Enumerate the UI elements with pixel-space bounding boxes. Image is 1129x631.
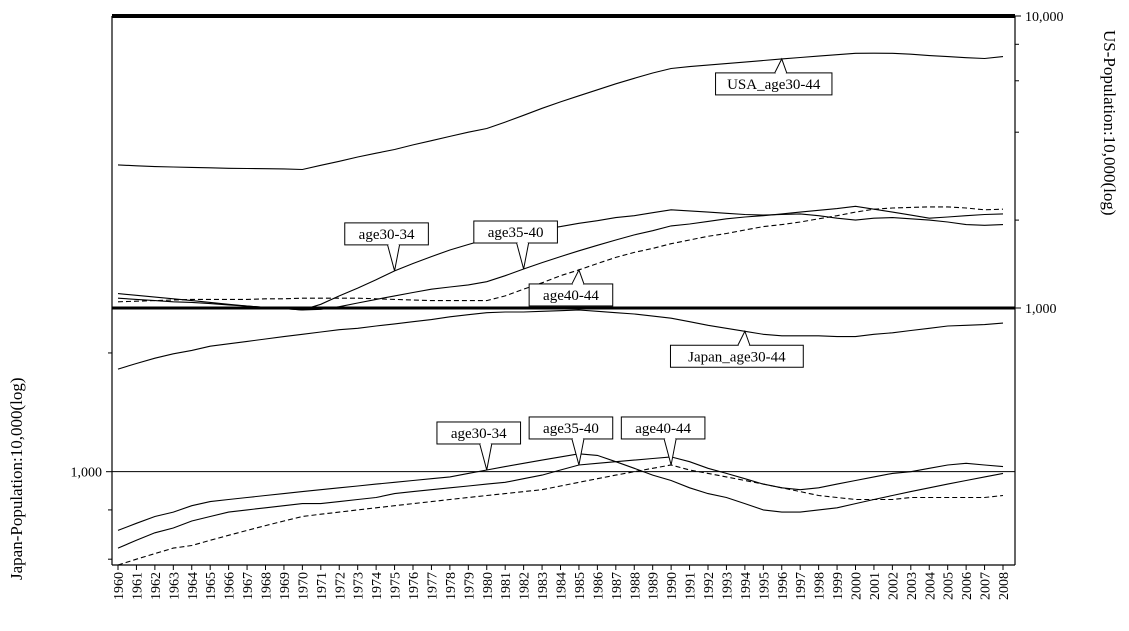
x-tick-label-1997: 1997 [794, 572, 809, 600]
x-tick-label-1976: 1976 [407, 572, 422, 600]
x-tick-label-1981: 1981 [499, 572, 514, 600]
x-tick-label-1998: 1998 [813, 572, 828, 600]
series-line-japan-3 [117, 464, 1004, 566]
callout-pointer-japan-1 [479, 443, 493, 471]
x-tick-label-1969: 1969 [278, 572, 293, 600]
x-tick-label-1971: 1971 [315, 572, 330, 600]
callout-pointer-japan-2 [571, 438, 585, 466]
x-tick-label-1989: 1989 [647, 572, 662, 600]
callout-pointer-usa-3 [571, 268, 585, 285]
x-tick-label-2003: 2003 [905, 572, 920, 600]
y-tick-label-japan-0: 1,000 [71, 466, 103, 481]
x-tick-label-2007: 2007 [979, 572, 994, 600]
x-tick-label-1977: 1977 [425, 572, 440, 600]
callout-label-japan-0: Japan_age30-44 [688, 349, 786, 365]
x-tick-label-1960: 1960 [112, 572, 127, 600]
x-tick-label-2006: 2006 [960, 572, 975, 600]
callout-pointer-japan-3 [663, 438, 677, 466]
plot-frames [111, 14, 1016, 566]
x-tick-label-1966: 1966 [223, 572, 238, 600]
y-axis-title-japan: Japan-Population:10,000(log) [7, 377, 26, 580]
y-tick-label-usa-1: 1,000 [1025, 302, 1057, 317]
callout-box-usa-2 [473, 220, 558, 244]
y-tick-label-usa-0: 10,000 [1025, 10, 1064, 25]
x-tick-label-1984: 1984 [555, 572, 570, 600]
x-tick-label-1996: 1996 [776, 572, 791, 600]
callout-box-japan-3 [620, 416, 706, 440]
callout-box-japan-2 [528, 416, 614, 440]
x-tick-label-1961: 1961 [130, 572, 145, 600]
callout-usa-1: age30-34 [344, 222, 429, 272]
x-tick-label-1993: 1993 [720, 572, 735, 600]
series-callouts: USA_age30-44 age30-34 age35-40 age40-44 Japa… [344, 57, 833, 471]
callout-box-japan-1 [436, 421, 522, 445]
x-tick-label-2005: 2005 [942, 572, 957, 600]
y-axis-title-usa: US-Population:10,000(log) [1100, 30, 1119, 216]
x-tick-label-1985: 1985 [573, 572, 588, 600]
callout-label-usa-2: age35-40 [488, 225, 544, 241]
x-tick-label-1992: 1992 [702, 572, 717, 600]
callout-pointer-usa-1 [387, 244, 401, 272]
callout-pointer-usa-0 [774, 57, 788, 74]
x-tick-label-1972: 1972 [333, 572, 348, 600]
x-tick-label-2008: 2008 [997, 572, 1012, 600]
x-tick-label-1991: 1991 [684, 572, 699, 600]
x-tick-label-1974: 1974 [370, 572, 385, 600]
x-tick-label-1995: 1995 [757, 572, 772, 600]
x-tick-label-1980: 1980 [481, 572, 496, 600]
callout-box-usa-0 [715, 72, 833, 96]
callout-usa-3: age40-44 [528, 268, 614, 307]
callout-japan-0: Japan_age30-44 [669, 329, 804, 368]
callout-japan-3: age40-44 [620, 416, 706, 466]
callout-box-usa-1 [344, 222, 429, 246]
x-tick-label-2004: 2004 [923, 572, 938, 600]
callout-label-japan-1: age30-34 [451, 426, 507, 442]
x-tick-label-1975: 1975 [389, 572, 404, 600]
x-tick-label-1963: 1963 [167, 572, 182, 600]
x-tick-label-2002: 2002 [886, 572, 901, 600]
x-tick-label-1970: 1970 [296, 572, 311, 600]
series-line-japan-2 [117, 456, 1004, 549]
x-tick-label-2000: 2000 [850, 572, 865, 600]
x-tick-label-1990: 1990 [665, 572, 680, 600]
x-tick-label-1973: 1973 [352, 572, 367, 600]
x-tick-label-1999: 1999 [831, 572, 846, 600]
series-line-usa-0 [117, 52, 1004, 171]
callout-box-japan-0 [669, 344, 804, 368]
callout-box-usa-3 [528, 283, 614, 307]
x-tick-label-1965: 1965 [204, 572, 219, 600]
callout-japan-1: age30-34 [436, 421, 522, 471]
series-line-japan-1 [117, 453, 1004, 531]
callout-pointer-japan-0 [737, 329, 751, 346]
series-line-japan-0 [117, 309, 1004, 370]
tick-marks [106, 15, 1021, 570]
x-tick-label-1987: 1987 [610, 572, 625, 600]
callout-label-japan-2: age35-40 [543, 421, 599, 437]
callout-label-usa-0: USA_age30-44 [727, 77, 821, 93]
series-line-usa-3 [117, 206, 1004, 303]
x-tick-label-1986: 1986 [591, 572, 606, 600]
callout-pointer-usa-2 [516, 242, 530, 270]
x-tick-label-1994: 1994 [739, 572, 754, 600]
callout-label-japan-3: age40-44 [635, 421, 691, 437]
x-tick-label-1979: 1979 [462, 572, 477, 600]
axis-text: 10,000 1,000 US-Population:10,000(log) 1,00… [7, 10, 1119, 600]
callout-label-usa-1: age30-34 [359, 227, 415, 243]
x-tick-label-1983: 1983 [536, 572, 551, 600]
callout-usa-0: USA_age30-44 [715, 57, 833, 96]
callout-japan-2: age35-40 [528, 416, 614, 466]
x-tick-label-1978: 1978 [444, 572, 459, 600]
x-tick-label-1968: 1968 [260, 572, 275, 600]
x-tick-label-2001: 2001 [868, 572, 883, 600]
callout-label-usa-3: age40-44 [543, 288, 599, 304]
x-tick-label-1967: 1967 [241, 572, 256, 600]
x-tick-label-1962: 1962 [149, 572, 164, 600]
x-tick-label-1988: 1988 [628, 572, 643, 600]
callout-usa-2: age35-40 [473, 220, 558, 270]
x-tick-label-1964: 1964 [186, 572, 201, 600]
x-tick-label-1982: 1982 [518, 572, 533, 600]
